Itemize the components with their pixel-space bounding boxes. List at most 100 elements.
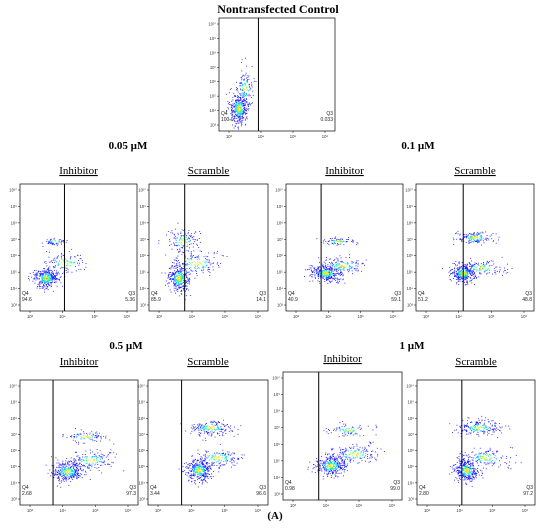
scatter-point <box>182 465 184 467</box>
scatter-point <box>52 276 54 278</box>
scatter-point <box>348 270 350 272</box>
scatter-point <box>348 460 350 462</box>
scatter-point <box>178 279 179 281</box>
scatter-point <box>110 466 112 467</box>
scatter-point <box>76 475 78 477</box>
scatter-point <box>179 273 181 275</box>
scatter-point <box>51 277 53 279</box>
scatter-point <box>335 473 337 474</box>
scatter-point <box>183 280 185 282</box>
scatter-point <box>470 273 472 275</box>
scatter-point <box>204 475 206 477</box>
scatter-point <box>199 262 201 263</box>
scatter-point <box>76 455 78 457</box>
scatter-point <box>85 263 87 264</box>
scatter-point <box>47 283 49 285</box>
scatter-point <box>323 466 324 468</box>
scatter-point <box>241 94 243 96</box>
scatter-point <box>161 272 163 274</box>
scatter-point <box>208 459 210 461</box>
scatter-point <box>214 436 216 438</box>
scatter-point <box>465 237 467 239</box>
scatter-point <box>61 471 63 472</box>
scatter-point <box>460 238 462 240</box>
scatter-point <box>89 434 91 435</box>
scatter-point <box>335 463 337 465</box>
scatter-point <box>235 95 237 97</box>
scatter-point <box>116 453 117 455</box>
scatter-point <box>240 89 242 91</box>
scatter-point <box>203 475 205 477</box>
scatter-point <box>352 240 354 242</box>
scatter-point <box>204 266 206 268</box>
scatter-point <box>312 267 314 269</box>
scatter-point <box>181 238 183 240</box>
scatter-point <box>327 474 329 476</box>
scatter-point <box>330 461 332 463</box>
scatter-point <box>473 268 475 270</box>
scatter-point <box>73 458 75 459</box>
scatter-point <box>207 471 209 473</box>
scatter-point <box>237 457 239 459</box>
scatter-point <box>246 86 247 88</box>
scatter-point <box>225 453 227 455</box>
scatter-point <box>453 243 455 245</box>
scatter-point <box>209 466 211 467</box>
scatter-point <box>44 272 45 274</box>
scatter-point <box>468 240 470 242</box>
scatter-point <box>46 280 48 282</box>
scatter-point <box>335 237 337 239</box>
scatter-point <box>336 463 338 464</box>
scatter-point <box>172 232 173 234</box>
scatter-point <box>175 257 177 259</box>
scatter-point <box>210 435 212 437</box>
scatter-point <box>474 284 475 285</box>
scatter-point <box>465 273 467 275</box>
scatter-point <box>51 275 52 277</box>
scatter-point <box>67 468 69 469</box>
scatter-point <box>51 276 53 278</box>
scatter-point <box>324 272 326 273</box>
scatter-point <box>467 274 469 275</box>
scatter-point <box>231 107 233 109</box>
scatter-point <box>230 453 232 455</box>
scatter-point <box>464 284 466 286</box>
scatter-point <box>99 440 101 442</box>
scatter-point <box>313 467 315 468</box>
scatter-point <box>240 111 241 113</box>
scatter-point <box>330 463 332 465</box>
scatter-point <box>92 436 93 438</box>
scatter-point <box>65 478 67 480</box>
scatter-point <box>202 480 204 481</box>
scatter-point <box>198 238 200 239</box>
scatter-point <box>176 279 178 281</box>
scatter-point <box>352 426 354 428</box>
scatter-point <box>218 422 220 423</box>
scatter-point <box>307 466 309 468</box>
scatter-point <box>457 276 459 278</box>
scatter-point <box>350 265 352 267</box>
y-tick-label: 10³ <box>274 492 281 497</box>
scatter-point <box>362 262 363 264</box>
scatter-point <box>186 263 188 265</box>
scatter-point <box>327 279 329 281</box>
scatter-point <box>324 460 326 462</box>
scatter-point <box>191 475 192 477</box>
scatter-point <box>345 430 347 432</box>
scatter-point <box>491 238 493 240</box>
scatter-point <box>346 429 347 431</box>
scatter-point <box>333 273 334 274</box>
x-tick-label: 10⁴ <box>59 314 66 319</box>
scatter-point <box>353 430 355 431</box>
scatter-point <box>251 66 253 67</box>
scatter-point <box>247 75 249 77</box>
scatter-point <box>351 263 353 265</box>
scatter-point <box>239 114 240 116</box>
scatter-point <box>329 468 331 470</box>
scatter-point <box>238 117 239 118</box>
scatter-point <box>185 273 187 275</box>
scatter-point <box>78 473 79 475</box>
scatter-point <box>332 265 333 267</box>
scatter-point <box>88 459 89 461</box>
scatter-point <box>63 255 64 256</box>
